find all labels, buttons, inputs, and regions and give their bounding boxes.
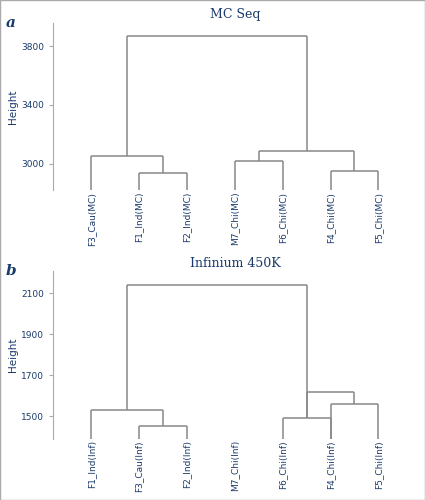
Title: MC Seq: MC Seq xyxy=(210,8,260,22)
Title: Infinium 450K: Infinium 450K xyxy=(190,256,280,270)
Text: b: b xyxy=(6,264,17,278)
Text: a: a xyxy=(6,16,16,30)
Y-axis label: Height: Height xyxy=(8,89,18,124)
Y-axis label: Height: Height xyxy=(8,338,18,372)
